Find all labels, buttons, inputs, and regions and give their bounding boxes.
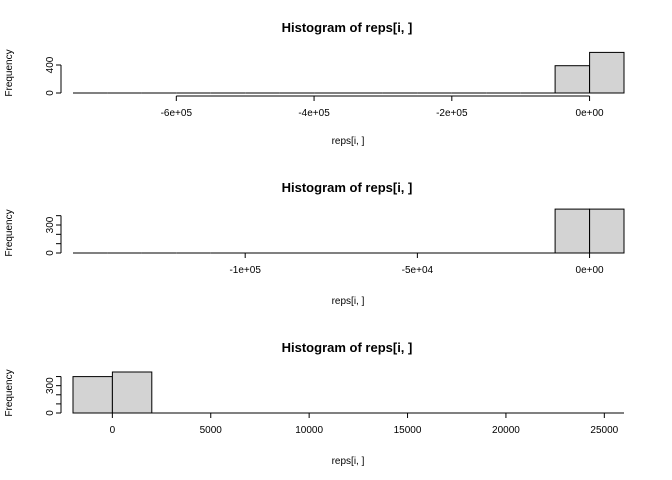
x-tick-label: -1e+05 bbox=[229, 265, 261, 276]
y-tick-label: 400 bbox=[45, 56, 56, 73]
histogram-bar bbox=[72, 376, 113, 414]
panel-2-y-axis: 0 300 bbox=[45, 215, 62, 256]
panel-3-bars bbox=[72, 371, 624, 414]
panel-3-title: Histogram of reps[i, ] bbox=[282, 340, 413, 355]
y-tick-label: 0 bbox=[45, 410, 56, 416]
panel-3-x-axis-label: reps[i, ] bbox=[332, 456, 365, 467]
y-tick-label: 300 bbox=[45, 377, 56, 394]
x-tick-label: 25000 bbox=[590, 425, 618, 436]
y-tick-label: 0 bbox=[45, 90, 56, 96]
histogram-bar bbox=[589, 51, 625, 94]
x-tick-label: 0e+00 bbox=[576, 265, 605, 276]
histogram-panel-1: Histogram of reps[i, ] Frequency reps[i,… bbox=[4, 20, 625, 147]
panel-2-x-axis: -1e+05 -5e+04 0e+00 bbox=[229, 252, 605, 276]
panel-1-title: Histogram of reps[i, ] bbox=[282, 20, 413, 35]
panel-2-x-axis-label: reps[i, ] bbox=[332, 296, 365, 307]
x-tick-label: -6e+05 bbox=[161, 108, 193, 119]
x-tick-label: 0e+00 bbox=[576, 108, 605, 119]
panel-1-y-axis: 0 400 bbox=[45, 56, 62, 96]
panel-2-title: Histogram of reps[i, ] bbox=[282, 180, 413, 195]
panel-3-y-axis-label: Frequency bbox=[4, 369, 15, 416]
y-tick-label: 0 bbox=[45, 250, 56, 256]
x-tick-label: -4e+05 bbox=[298, 108, 330, 119]
panel-3-x-axis: 0 5000 10000 15000 20000 25000 bbox=[110, 412, 619, 436]
histogram-bar bbox=[554, 65, 590, 94]
panel-1-bars bbox=[73, 51, 625, 94]
x-tick-label: -5e+04 bbox=[402, 265, 434, 276]
x-tick-label: 5000 bbox=[200, 425, 223, 436]
histogram-panel-3: Histogram of reps[i, ] Frequency reps[i,… bbox=[4, 340, 624, 467]
x-tick-label: 10000 bbox=[295, 425, 323, 436]
histogram-bar bbox=[111, 371, 153, 414]
x-tick-label: -2e+05 bbox=[436, 108, 468, 119]
y-tick-label: 300 bbox=[45, 216, 56, 233]
panel-1-x-axis-label: reps[i, ] bbox=[332, 136, 365, 147]
histogram-bar bbox=[589, 208, 625, 254]
panel-3-y-axis: 0 300 bbox=[45, 376, 62, 416]
panel-1-x-axis: -6e+05 -4e+05 -2e+05 0e+00 bbox=[161, 95, 605, 119]
histogram-panel-2: Histogram of reps[i, ] Frequency reps[i,… bbox=[4, 180, 625, 307]
panel-2-y-axis-label: Frequency bbox=[4, 209, 15, 256]
x-tick-label: 15000 bbox=[394, 425, 422, 436]
histogram-bar bbox=[554, 208, 590, 254]
x-tick-label: 20000 bbox=[492, 425, 520, 436]
panel-1-y-axis-label: Frequency bbox=[4, 49, 15, 96]
panel-2-bars bbox=[73, 208, 625, 254]
x-tick-label: 0 bbox=[110, 425, 116, 436]
